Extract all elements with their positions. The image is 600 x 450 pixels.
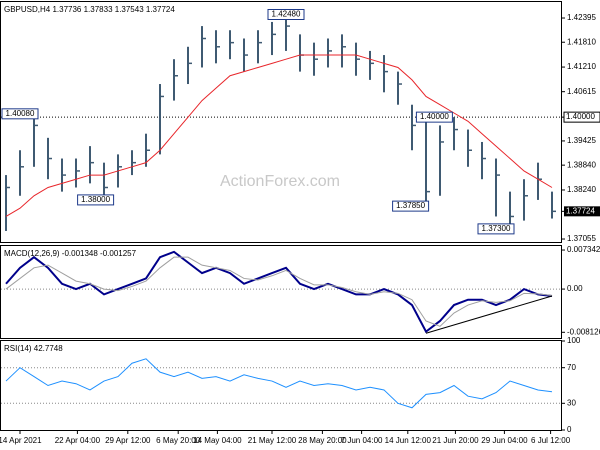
annotation-label: 1.38000 <box>81 195 110 204</box>
annotation-box <box>267 8 305 20</box>
annotation-label: 1.40000 <box>420 112 449 121</box>
last-price-label: 1.37724 <box>566 206 595 215</box>
panel-title: RSI(14) 42.7748 <box>4 344 63 353</box>
x-tick-label: 21 Jun 20:00 <box>432 436 479 445</box>
annotation-label: 1.40080 <box>6 109 35 118</box>
x-tick-label: 29 Apr 12:00 <box>105 436 151 445</box>
annotation-label: 1.37300 <box>482 224 511 233</box>
panel-title: GBPUSD,H4 1.37736 1.37833 1.37543 1.3772… <box>4 5 175 14</box>
x-tick-label: 6 Jul 12:00 <box>531 436 571 445</box>
indicator-line <box>5 256 553 327</box>
x-tick-label: 14 Apr 2021 <box>0 436 42 445</box>
annotation-label: 1.37850 <box>396 201 425 210</box>
y-tick-label: 1.38840 <box>567 160 596 169</box>
watermark: ActionForex.com <box>220 173 340 190</box>
level-box <box>563 111 600 123</box>
macd-panel <box>0 245 562 339</box>
indicator-line <box>5 250 553 334</box>
x-tick-label: 7 Jun 04:00 <box>341 436 383 445</box>
trend-line <box>425 295 553 334</box>
y-tick-label: 30 <box>567 398 576 407</box>
y-tick-label: 100 <box>567 336 581 345</box>
y-tick-label: 1.40000 <box>566 112 595 121</box>
y-tick-label: 1.38240 <box>567 185 596 194</box>
x-tick-label: 6 May 20:00 <box>156 436 201 445</box>
panel-title: MACD(12,26,9) -0.001348 -0.001257 <box>4 249 137 258</box>
indicator-line <box>5 358 553 409</box>
x-tick-label: 28 May 20:00 <box>298 436 347 445</box>
y-tick-label: 1.42395 <box>567 13 596 22</box>
annotation-box <box>392 200 430 212</box>
annotation-label: 1.42480 <box>272 10 301 19</box>
y-tick-label: 1.40615 <box>567 87 596 96</box>
y-tick-label: 1.37055 <box>567 234 596 243</box>
annotation-box <box>1 108 39 120</box>
y-tick-label: 0.007342 <box>567 245 600 254</box>
y-tick-label: 0.00 <box>567 284 583 293</box>
rsi-panel <box>0 340 562 431</box>
y-tick-label: 1.39425 <box>567 136 596 145</box>
x-tick-label: 22 Apr 04:00 <box>55 436 101 445</box>
y-tick-label: -0.008126 <box>567 327 600 336</box>
last-price-box <box>564 206 600 217</box>
annotation-box <box>477 223 515 235</box>
x-tick-label: 14 Jun 12:00 <box>385 436 432 445</box>
y-tick-label: 70 <box>567 363 576 372</box>
annotation-box <box>415 111 453 123</box>
price-panel <box>0 1 562 243</box>
x-tick-label: 29 Jun 04:00 <box>481 436 528 445</box>
y-tick-label: 1.41810 <box>567 37 596 46</box>
moving-average <box>5 54 553 217</box>
x-tick-label: 21 May 12:00 <box>248 436 297 445</box>
y-tick-label: 0 <box>567 425 572 434</box>
x-tick-label: 14 May 04:00 <box>193 436 242 445</box>
annotation-box <box>77 194 115 206</box>
y-tick-label: 1.41210 <box>567 62 596 71</box>
